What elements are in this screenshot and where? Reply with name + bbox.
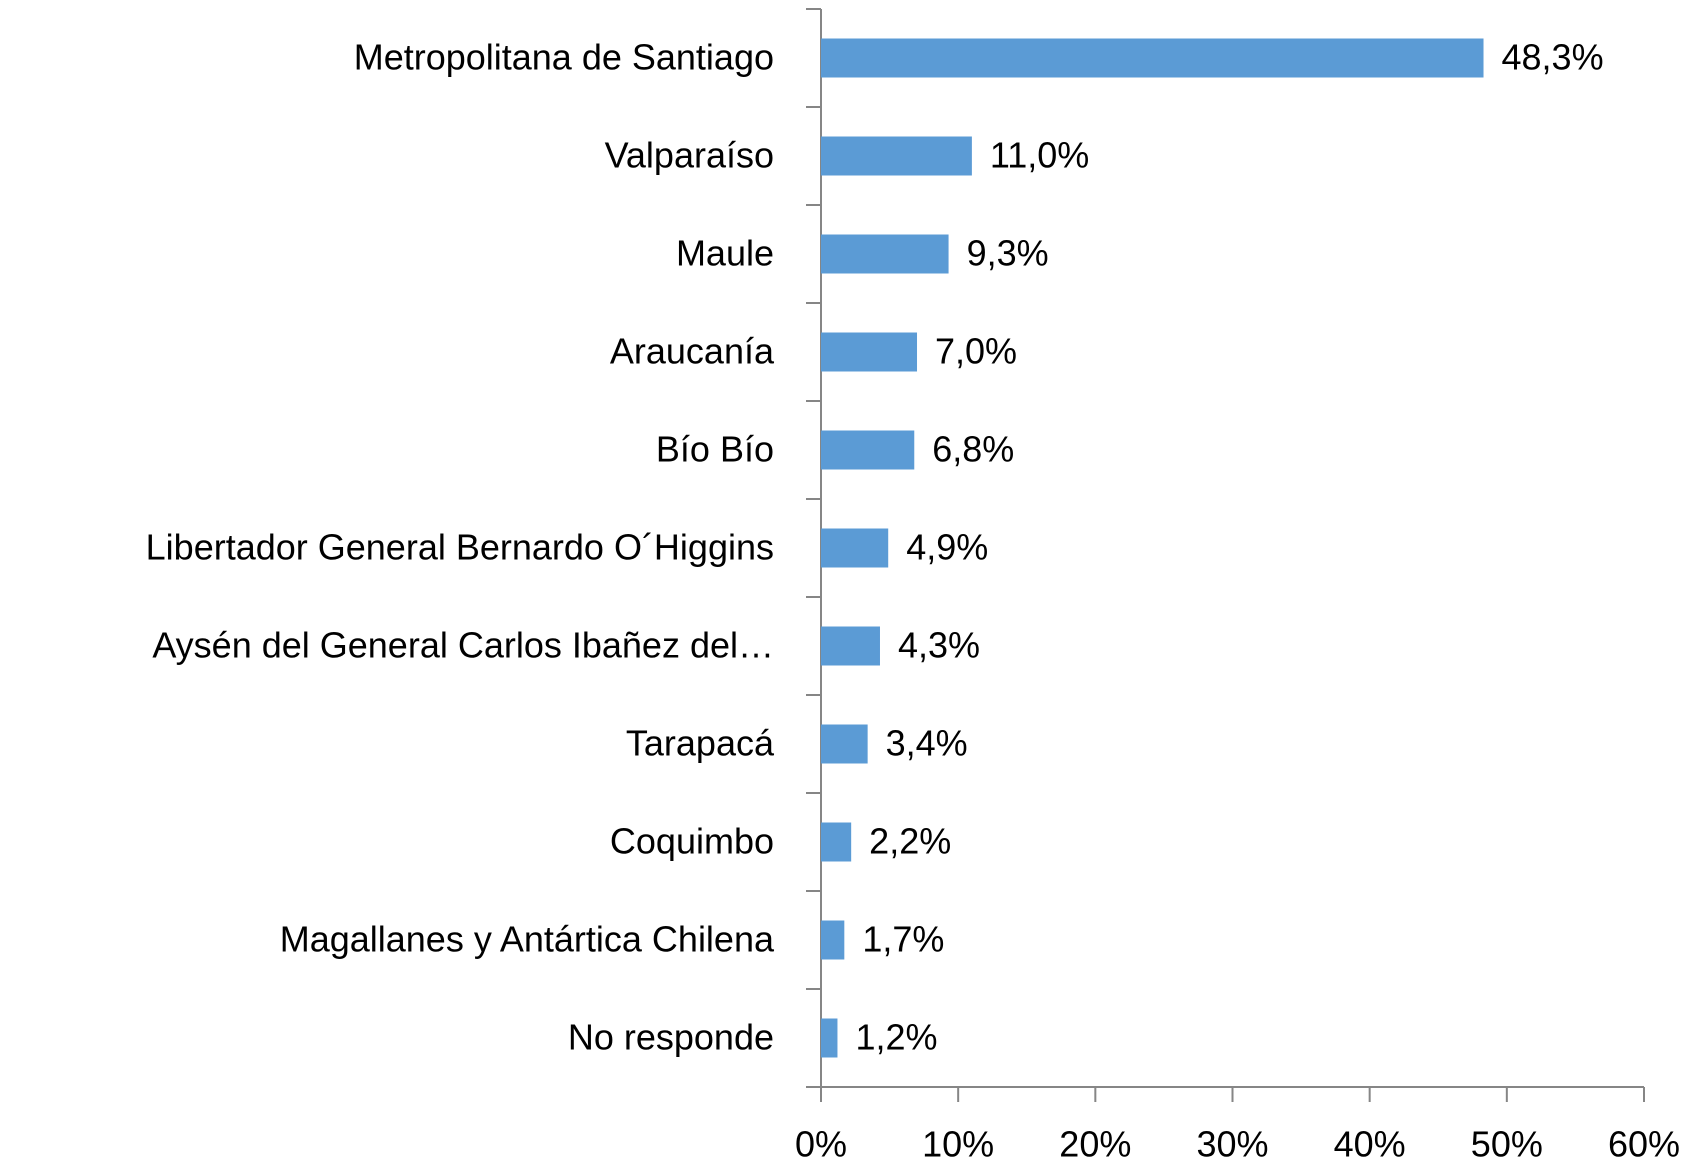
value-label: 11,0% <box>990 135 1089 176</box>
bar <box>821 920 845 960</box>
x-tick-label: 40% <box>1334 1124 1406 1164</box>
value-label: 7,0% <box>935 331 1017 372</box>
bar <box>821 822 852 862</box>
x-tick-label: 60% <box>1608 1124 1680 1164</box>
value-label: 48,3% <box>1502 37 1604 78</box>
value-label: 9,3% <box>967 233 1049 274</box>
bar <box>821 136 972 176</box>
category-label: Metropolitana de Santiago <box>354 37 774 78</box>
value-label: 1,7% <box>862 919 944 960</box>
bar <box>821 332 918 372</box>
value-label: 4,9% <box>906 527 988 568</box>
category-label: Aysén del General Carlos Ibañez del… <box>152 625 774 666</box>
bar <box>821 234 949 274</box>
category-label: No responde <box>568 1017 774 1058</box>
bar <box>821 528 889 568</box>
value-label: 1,2% <box>855 1017 937 1058</box>
bar <box>821 1018 838 1058</box>
bar <box>821 38 1484 78</box>
category-label: Araucanía <box>610 331 775 372</box>
bar <box>821 626 880 666</box>
category-label: Tarapacá <box>626 723 775 764</box>
value-label: 6,8% <box>932 429 1014 470</box>
bar <box>821 430 915 470</box>
value-label: 4,3% <box>898 625 980 666</box>
category-label: Magallanes y Antártica Chilena <box>280 919 775 960</box>
category-label: Libertador General Bernardo O´Higgins <box>146 527 774 568</box>
bar <box>821 724 868 764</box>
category-label: Coquimbo <box>610 821 774 862</box>
x-tick-label: 0% <box>795 1124 847 1164</box>
x-tick-label: 10% <box>922 1124 994 1164</box>
x-tick-label: 30% <box>1196 1124 1268 1164</box>
value-label: 3,4% <box>886 723 968 764</box>
x-tick-label: 50% <box>1471 1124 1543 1164</box>
category-label: Valparaíso <box>605 135 774 176</box>
value-label: 2,2% <box>869 821 951 862</box>
x-tick-label: 20% <box>1059 1124 1131 1164</box>
category-label: Bío Bío <box>656 429 774 470</box>
category-label: Maule <box>676 233 774 274</box>
